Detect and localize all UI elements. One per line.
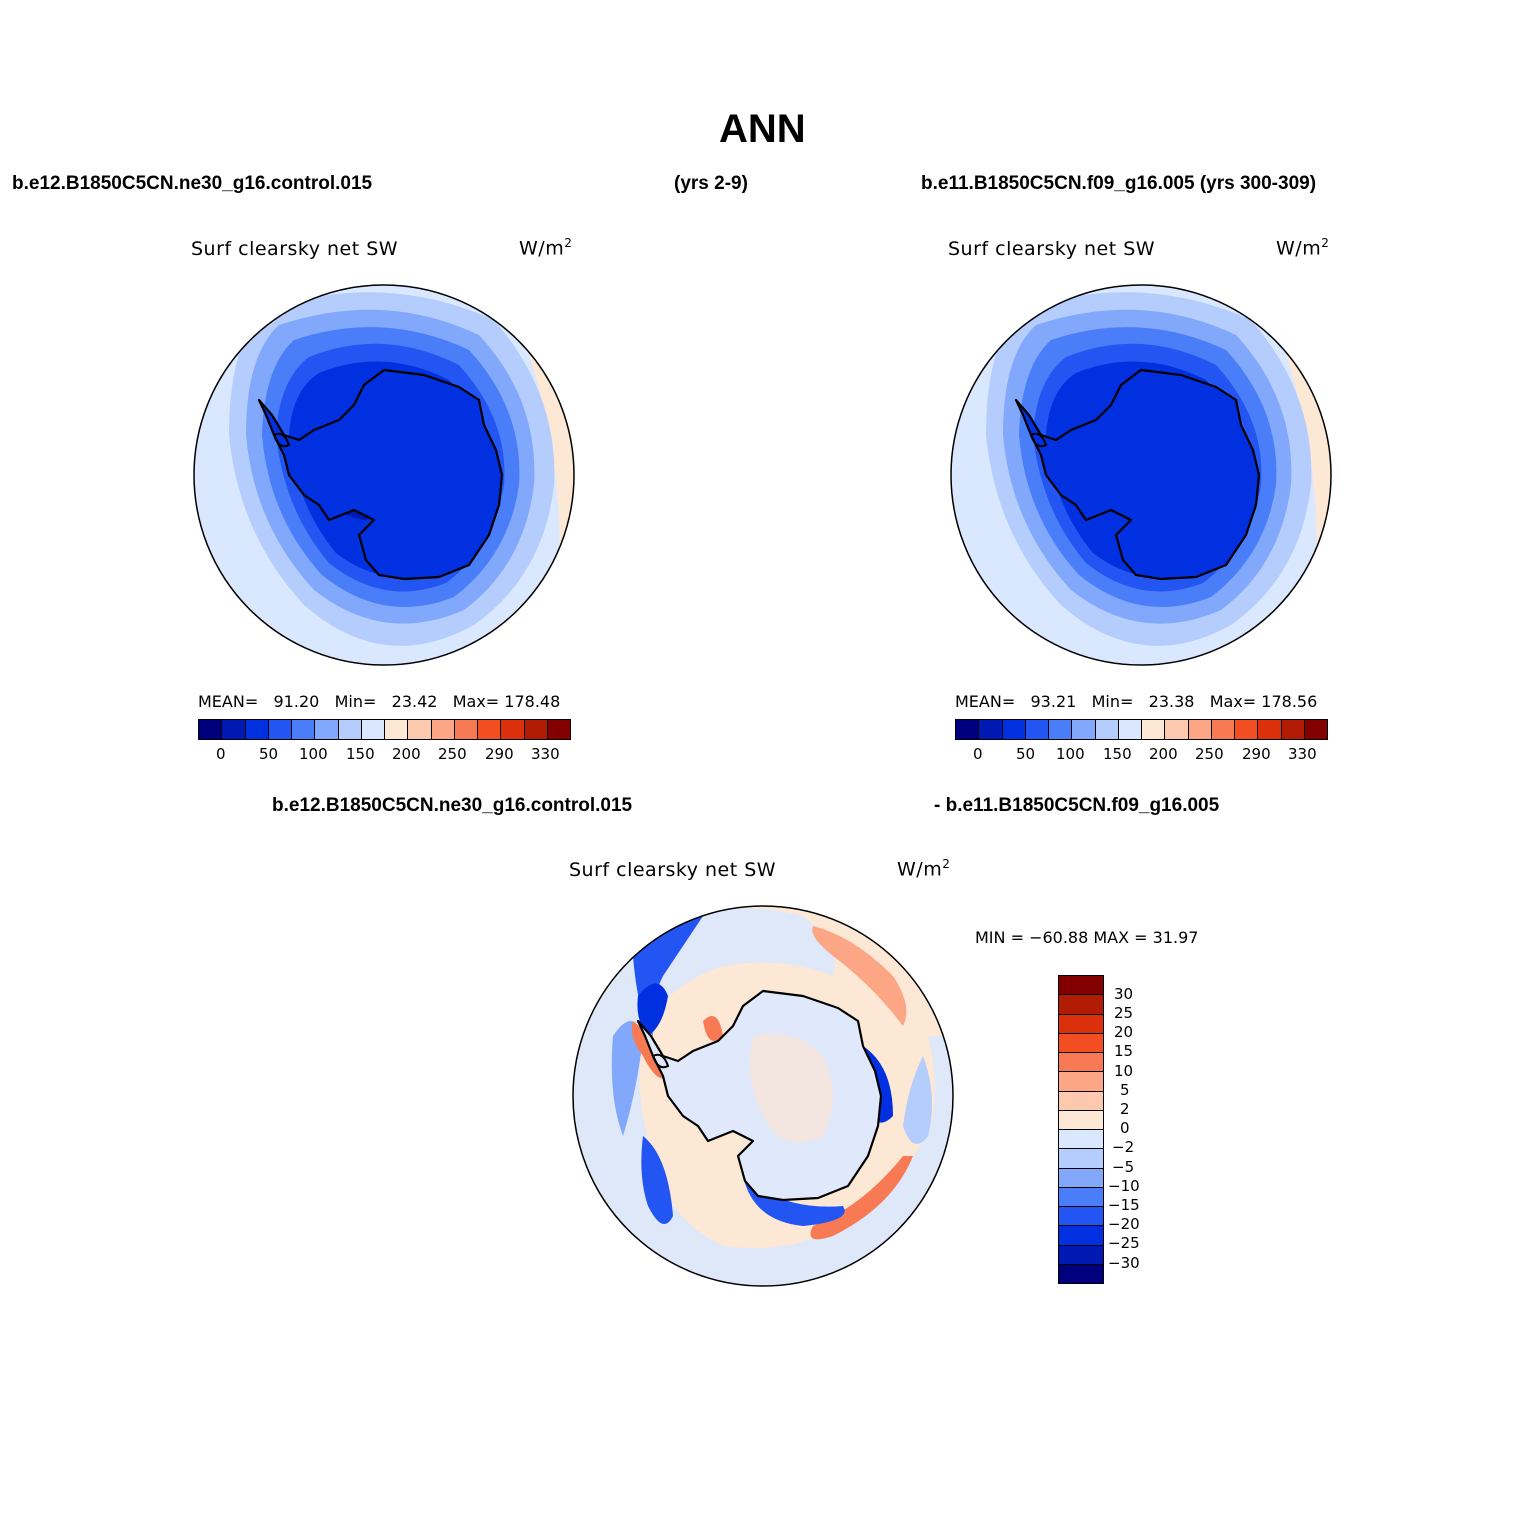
figure-title: ANN: [719, 107, 806, 151]
diff-label-left: b.e12.B1850C5CN.ne30_g16.control.015: [272, 795, 633, 816]
colorbar-swatch: [1059, 1245, 1103, 1265]
colorbar-swatch: [1059, 995, 1103, 1015]
colorbar-swatch: [1235, 720, 1259, 739]
colorbar-swatch: [1059, 1033, 1103, 1053]
colorbar-swatch: [1258, 720, 1282, 739]
colorbar-swatch: [501, 720, 525, 739]
panel3-colorbar-labels: 30 25 20 15 10 5 2 0 −2 −5 −10 −15 −20 −…: [1108, 985, 1140, 1272]
colorbar-swatch: [222, 720, 246, 739]
case1-label: b.e12.B1850C5CN.ne30_g16.control.015: [12, 173, 373, 194]
colorbar-swatch: [1025, 720, 1049, 739]
panel1-map: [193, 284, 575, 666]
colorbar-swatch: [1304, 720, 1327, 739]
colorbar-swatch: [1059, 1264, 1103, 1283]
panel3-colorbar: [1058, 975, 1104, 1284]
colorbar-swatch: [1059, 1014, 1103, 1034]
colorbar-swatch: [1281, 720, 1305, 739]
colorbar-swatch: [408, 720, 432, 739]
panel1-variable: Surf clearsky net SW: [191, 238, 399, 260]
colorbar-swatch: [1059, 1168, 1103, 1188]
colorbar-swatch: [1095, 720, 1119, 739]
case1-years: (yrs 2-9): [674, 173, 748, 194]
colorbar-swatch: [1049, 720, 1073, 739]
colorbar-swatch: [1118, 720, 1142, 739]
colorbar-swatch: [454, 720, 478, 739]
panel3-map: [572, 905, 954, 1287]
colorbar-swatch: [478, 720, 502, 739]
colorbar-swatch: [1059, 1053, 1103, 1073]
panel1-colorbar: [198, 719, 571, 740]
panel2-colorbar-labels: 0 50 100 150 200 250 290 330: [973, 745, 1317, 763]
panel2-colorbar: [955, 719, 1328, 740]
colorbar-swatch: [1165, 720, 1189, 739]
colorbar-swatch: [979, 720, 1003, 739]
colorbar-swatch: [1059, 1226, 1103, 1246]
panel1-coastline: [257, 368, 504, 581]
colorbar-swatch: [315, 720, 339, 739]
colorbar-swatch: [199, 720, 223, 739]
panel3-stats: MIN = −60.88 MAX = 31.97: [975, 928, 1199, 947]
colorbar-swatch: [1059, 1187, 1103, 1207]
colorbar-swatch: [547, 720, 570, 739]
colorbar-swatch: [431, 720, 455, 739]
panel2-coastline: [1014, 368, 1261, 581]
colorbar-swatch: [1072, 720, 1096, 739]
panel3-variable: Surf clearsky net SW: [569, 859, 777, 881]
colorbar-swatch: [1059, 1072, 1103, 1092]
panel2-units: W/m2: [1276, 236, 1330, 260]
colorbar-swatch: [1059, 1110, 1103, 1130]
colorbar-swatch: [1188, 720, 1212, 739]
colorbar-swatch: [268, 720, 292, 739]
colorbar-swatch: [956, 720, 980, 739]
panel2-variable: Surf clearsky net SW: [948, 238, 1156, 260]
panel1-colorbar-labels: 0 50 100 150 200 250 290 330: [216, 745, 560, 763]
case2-label: b.e11.B1850C5CN.f09_g16.005 (yrs 300-309…: [921, 173, 1317, 194]
diff-label-right: - b.e11.B1850C5CN.f09_g16.005: [934, 795, 1220, 816]
panel1-units: W/m2: [519, 236, 573, 260]
panel1-stats: MEAN= 91.20 Min= 23.42 Max= 178.48: [198, 692, 561, 711]
colorbar-swatch: [524, 720, 548, 739]
colorbar-swatch: [292, 720, 316, 739]
colorbar-swatch: [1059, 1130, 1103, 1150]
colorbar-swatch: [1142, 720, 1166, 739]
colorbar-swatch: [1211, 720, 1235, 739]
colorbar-swatch: [385, 720, 409, 739]
colorbar-swatch: [1059, 1207, 1103, 1227]
colorbar-swatch: [245, 720, 269, 739]
colorbar-swatch: [361, 720, 385, 739]
colorbar-swatch: [1002, 720, 1026, 739]
colorbar-swatch: [1059, 976, 1103, 996]
panel2-stats: MEAN= 93.21 Min= 23.38 Max= 178.56: [955, 692, 1318, 711]
colorbar-swatch: [1059, 1091, 1103, 1111]
panel2-map: [950, 284, 1332, 666]
colorbar-swatch: [338, 720, 362, 739]
colorbar-swatch: [1059, 1149, 1103, 1169]
panel3-units: W/m2: [897, 857, 951, 881]
